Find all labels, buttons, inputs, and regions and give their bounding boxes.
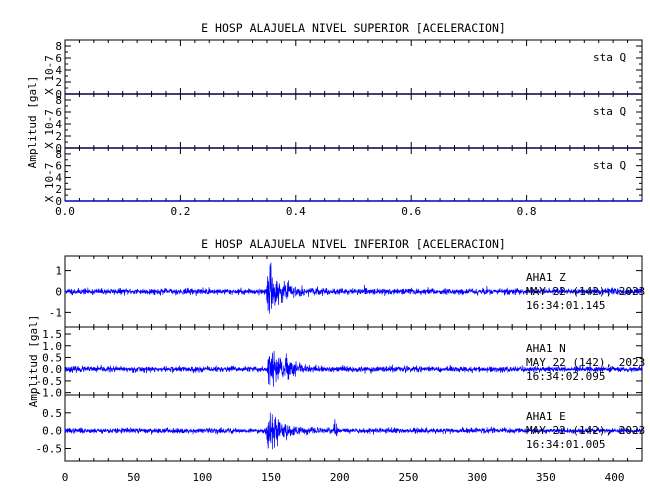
station-label: sta Q (593, 51, 626, 64)
station-label: sta Q (593, 159, 626, 172)
y-tick-label: 0.5 (42, 351, 62, 364)
y-axis-label: Amplitud [gal] (26, 76, 39, 169)
y-tick-label: 4 (55, 171, 62, 184)
y-tick-label: 2 (55, 183, 62, 196)
y-tick-label: -1.0 (36, 387, 63, 400)
x-tick-label: 50 (127, 471, 140, 484)
y-tick-label: 0.0 (42, 363, 62, 376)
record-date: MAY 22 (142), 2023 (526, 285, 645, 298)
panel-frame (64, 93, 643, 149)
y-tick-label: 0.5 (42, 407, 62, 420)
y-tick-label: 0 (55, 88, 62, 101)
y-tick-label: 8 (55, 40, 62, 53)
y-tick-label: 2 (55, 76, 62, 89)
x-tick-label: 350 (536, 471, 556, 484)
y-tick-label: 0 (55, 142, 62, 155)
x-tick-label: 0 (62, 471, 69, 484)
y-scale-label: X 10-7 (43, 109, 56, 149)
x-tick-label: 100 (192, 471, 212, 484)
y-tick-label: 0 (55, 286, 62, 299)
x-tick-label: 150 (261, 471, 281, 484)
y-tick-label: 1.5 (42, 328, 62, 341)
chart-title: E HOSP ALAJUELA NIVEL SUPERIOR [ACELERAC… (201, 21, 506, 35)
chart-title: E HOSP ALAJUELA NIVEL INFERIOR [ACELERAC… (201, 237, 506, 251)
y-tick-label: 8 (55, 94, 62, 107)
y-tick-label: 6 (55, 52, 62, 65)
station-trace (64, 262, 643, 314)
x-tick-label: 0.4 (286, 205, 306, 218)
x-tick-label: 300 (467, 471, 487, 484)
x-tick-label: 0.6 (401, 205, 421, 218)
station-label: sta Q (593, 105, 626, 118)
station-label: AHA1 N (526, 342, 566, 355)
record-time: 16:34:01.145 (526, 299, 605, 312)
y-scale-label: X 10-7 (43, 163, 56, 203)
x-tick-label: 400 (605, 471, 625, 484)
record-date: MAY 22 (142), 2023 (526, 356, 645, 369)
y-tick-label: -0.5 (36, 375, 63, 388)
y-scale-label: X 10-7 (43, 55, 56, 95)
panel-frame (64, 147, 643, 202)
x-tick-label: 0.0 (55, 205, 75, 218)
y-tick-label: 8 (55, 148, 62, 161)
record-time: 16:34:01.005 (526, 438, 605, 451)
station-label: AHA1 Z (526, 271, 566, 284)
station-label: AHA1 E (526, 410, 566, 423)
station-trace (64, 350, 643, 387)
y-tick-label: 2 (55, 130, 62, 143)
y-tick-label: 6 (55, 160, 62, 173)
station-trace (64, 412, 643, 450)
y-tick-label: 1 (55, 265, 62, 278)
y-tick-label: 4 (55, 64, 62, 77)
y-tick-label: 1.0 (42, 340, 62, 353)
panel-frame (64, 39, 643, 95)
x-tick-label: 0.2 (170, 205, 190, 218)
x-tick-label: 0.8 (517, 205, 537, 218)
y-tick-label: 0.0 (42, 425, 62, 438)
x-tick-label: 250 (399, 471, 419, 484)
y-tick-label: -0.5 (36, 443, 63, 456)
record-date: MAY 22 (142), 2023 (526, 424, 645, 437)
y-tick-label: 6 (55, 106, 62, 119)
record-time: 16:34:02.095 (526, 370, 605, 383)
y-axis-label: Amplitud [gal] (27, 315, 40, 408)
x-tick-label: 200 (330, 471, 350, 484)
y-tick-label: -1 (49, 306, 62, 319)
y-tick-label: 4 (55, 118, 62, 131)
y-tick-label: 0 (55, 195, 62, 208)
